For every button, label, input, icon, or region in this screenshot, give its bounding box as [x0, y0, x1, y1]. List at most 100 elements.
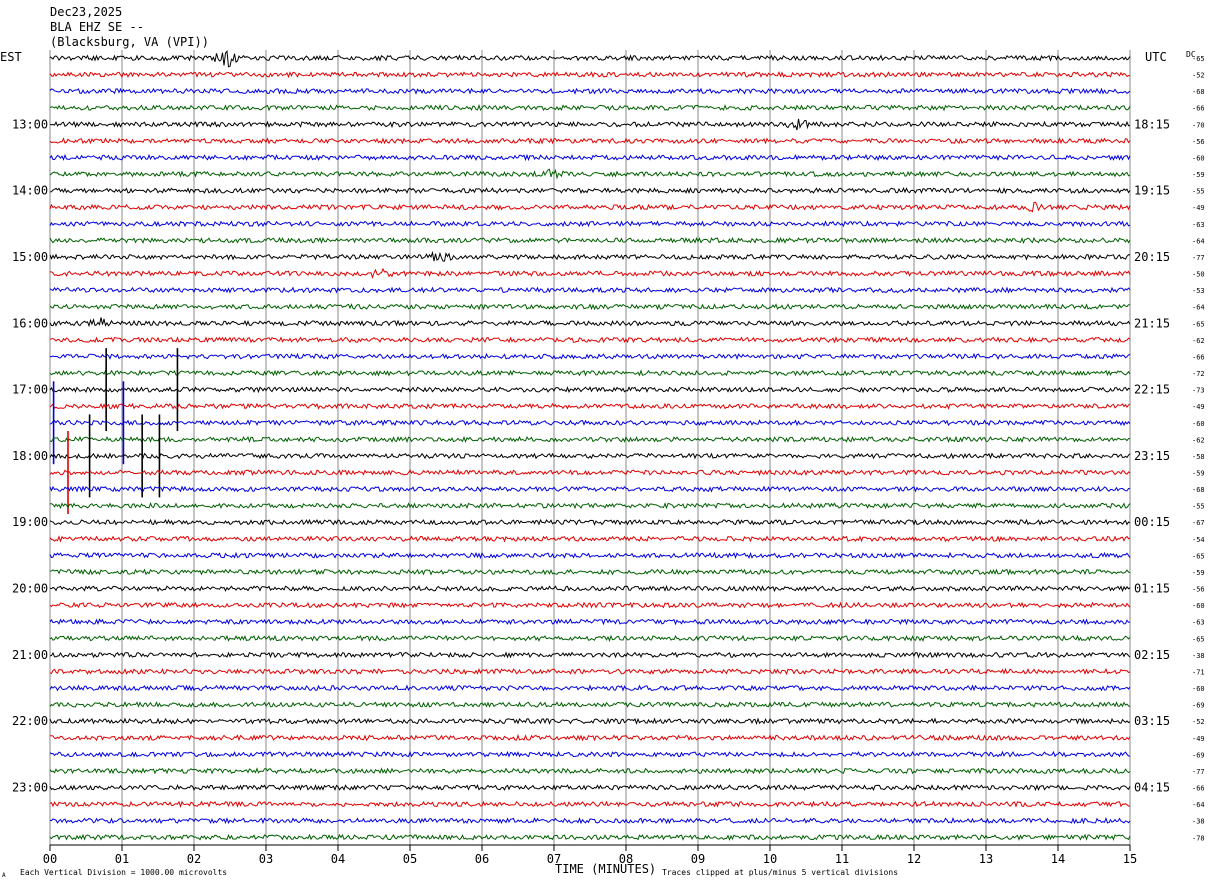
trace-row	[49, 435, 1131, 444]
dc-offset-label: -66	[1192, 785, 1205, 793]
trace-row	[49, 667, 1131, 676]
dc-offset-label: -62	[1192, 436, 1205, 444]
dc-offset-label: -64	[1192, 801, 1205, 809]
left-hour-label: 15:00	[12, 250, 48, 264]
trace-row	[49, 568, 1131, 576]
trace-row	[49, 137, 1131, 145]
dc-offset-label: -65	[1192, 552, 1205, 560]
trace-row	[49, 717, 1131, 726]
dc-offset-label: -60	[1192, 154, 1205, 162]
right-hour-label: 01:15	[1134, 582, 1170, 596]
dc-offset-label: -70	[1192, 121, 1205, 129]
trace-row	[49, 369, 1131, 377]
dc-offset-label: -56	[1192, 586, 1205, 594]
dc-offset-label: -63	[1192, 619, 1205, 627]
trace-row	[49, 336, 1131, 344]
right-hour-label: 03:15	[1134, 714, 1170, 728]
dc-offset-label: -64	[1192, 237, 1205, 245]
trace-row	[49, 535, 1131, 543]
dc-offset-label: -49	[1192, 735, 1205, 743]
right-hour-label: 04:15	[1134, 781, 1170, 795]
footer-right-note: Traces clipped at plus/minus 5 vertical …	[662, 868, 898, 877]
left-hour-label: 13:00	[12, 117, 48, 131]
dc-offset-label: -71	[1192, 668, 1205, 676]
left-hour-label: 16:00	[12, 316, 48, 330]
trace-row	[49, 584, 1131, 593]
right-hour-label: 00:15	[1134, 515, 1170, 529]
x-tick-label: 07	[547, 852, 561, 866]
dc-offset-label: -69	[1192, 702, 1205, 710]
trace-row	[49, 201, 1131, 213]
dc-offset-label: -77	[1192, 254, 1205, 262]
x-tick-label: 10	[763, 852, 777, 866]
right-hour-label: 23:15	[1134, 449, 1170, 463]
trace-row	[49, 303, 1131, 311]
trace-row	[49, 87, 1131, 95]
right-hour-label: 22:15	[1134, 383, 1170, 397]
right-hour-label: 20:15	[1134, 250, 1170, 264]
dc-offset-label: -63	[1192, 221, 1205, 229]
dc-offset-label: -59	[1192, 470, 1205, 478]
trace-row	[49, 833, 1131, 841]
left-hour-label: 19:00	[12, 515, 48, 529]
dc-offset-label: -65	[1192, 320, 1205, 328]
footer-left-note: Each Vertical Division = 1000.00 microvo…	[20, 868, 227, 877]
left-hour-label: 14:00	[12, 184, 48, 198]
trace-row	[50, 267, 1131, 279]
dc-offset-label: -69	[1192, 751, 1205, 759]
dc-offset-label: -52	[1192, 72, 1205, 80]
left-hour-label: 23:00	[12, 781, 48, 795]
x-tick-label: 11	[835, 852, 849, 866]
trace-row	[49, 352, 1131, 360]
trace-row	[49, 286, 1131, 294]
trace-row	[49, 651, 1131, 659]
trace-row	[49, 386, 1131, 394]
trace-row	[49, 187, 1131, 195]
trace-row	[49, 236, 1131, 245]
corner-mark: A	[2, 872, 6, 879]
trace-row	[49, 485, 1131, 493]
dc-offset-label: -59	[1192, 171, 1205, 179]
left-hour-label: 21:00	[12, 648, 48, 662]
trace-row	[49, 701, 1131, 709]
x-tick-label: 06	[475, 852, 489, 866]
trace-row	[50, 502, 1131, 510]
dc-offset-label: -52	[1192, 718, 1205, 726]
x-tick-label: 04	[331, 852, 345, 866]
dc-offset-label: -55	[1192, 503, 1205, 511]
left-hour-label: 22:00	[12, 714, 48, 728]
trace-row	[49, 618, 1131, 626]
header-station: BLA EHZ SE --	[50, 20, 144, 34]
dc-offset-label: -49	[1192, 204, 1205, 212]
dc-offset-label: -67	[1192, 519, 1205, 527]
right-hour-label: 21:15	[1134, 316, 1170, 330]
dc-offset-label: -55	[1192, 188, 1205, 196]
right-hour-label: 19:15	[1134, 184, 1170, 198]
x-axis-title: TIME (MINUTES)	[555, 862, 656, 876]
x-tick-label: 03	[259, 852, 273, 866]
trace-row	[49, 468, 1131, 477]
dc-offset-label: -68	[1192, 88, 1205, 96]
trace-row	[49, 419, 1131, 427]
trace-row	[49, 634, 1131, 643]
trace-row	[49, 118, 1131, 131]
left-tz-label: EST	[0, 50, 22, 64]
dc-offset-label: -64	[1192, 304, 1205, 312]
trace-row	[49, 220, 1131, 228]
trace-row	[49, 551, 1131, 560]
trace-row	[49, 71, 1131, 79]
trace-row	[49, 250, 1131, 262]
dc-offset-label: -77	[1192, 768, 1205, 776]
dc-offset-label: -73	[1192, 387, 1205, 395]
trace-row	[49, 767, 1131, 775]
header-date: Dec23,2025	[50, 5, 122, 19]
x-tick-label: 15	[1123, 852, 1137, 866]
left-hour-label: 18:00	[12, 449, 48, 463]
x-tick-label: 13	[979, 852, 993, 866]
dc-offset-label: -59	[1192, 569, 1205, 577]
trace-row	[49, 452, 1131, 460]
dc-offset-label: -50	[1192, 271, 1205, 279]
dc-offset-label: -53	[1192, 287, 1205, 295]
dc-offset-label: -65	[1192, 635, 1205, 643]
